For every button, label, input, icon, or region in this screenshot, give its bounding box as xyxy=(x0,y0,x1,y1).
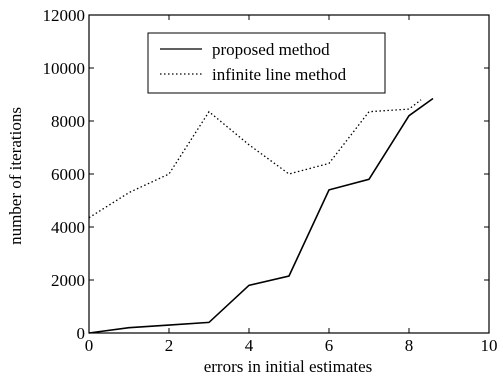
x-axis-label: errors in initial estimates xyxy=(204,357,373,376)
y-tick-label: 4000 xyxy=(51,218,85,237)
y-tick-label: 2000 xyxy=(51,271,85,290)
y-tick-label: 0 xyxy=(77,324,86,343)
y-tick-label: 12000 xyxy=(43,6,86,25)
y-tick-label: 8000 xyxy=(51,112,85,131)
x-tick-label: 8 xyxy=(405,336,414,355)
x-axis-ticks: 0 2 4 6 8 10 xyxy=(85,15,498,355)
x-tick-label: 0 xyxy=(85,336,94,355)
x-tick-label: 4 xyxy=(245,336,254,355)
y-axis-label: number of iterations xyxy=(6,107,25,245)
x-tick-label: 6 xyxy=(325,336,334,355)
y-axis-ticks: 0 2000 4000 6000 8000 10000 12000 xyxy=(43,6,489,343)
legend-box xyxy=(147,32,386,94)
legend: proposed method infinite line method xyxy=(147,32,386,94)
x-tick-label: 2 xyxy=(165,336,174,355)
legend-label-proposed: proposed method xyxy=(212,40,330,59)
y-tick-label: 6000 xyxy=(51,165,85,184)
series-layer xyxy=(88,97,434,334)
series-line-infinite-line-method xyxy=(88,99,422,219)
x-tick-label: 10 xyxy=(481,336,498,355)
y-tick-label: 10000 xyxy=(43,59,86,78)
series-line-proposed-method xyxy=(88,97,434,334)
legend-label-infinite: infinite line method xyxy=(212,65,347,84)
